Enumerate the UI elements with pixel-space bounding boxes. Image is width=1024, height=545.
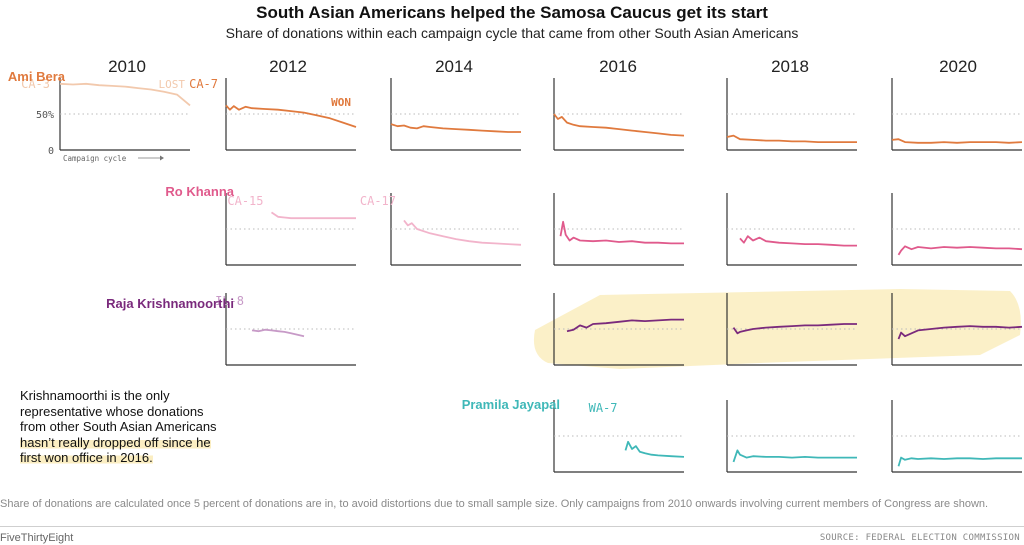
- panel-raja-krishnamoorthi-2018: [726, 293, 857, 366]
- y-tick-label-0: 0: [48, 146, 54, 157]
- series-line-ami-bera-2016: [553, 113, 685, 137]
- series-line-raja-krishnamoorthi-2012: [251, 328, 305, 338]
- series-line-ami-bera-2012: [225, 104, 357, 128]
- series-line-raja-krishnamoorthi-2018: [732, 323, 857, 335]
- rep-name-pramila-jayapal: Pramila Jayapal: [462, 397, 560, 412]
- footer-divider: [0, 526, 1024, 527]
- district-label-ca-17: CA-17: [360, 194, 396, 208]
- result-label-lost: LOST: [159, 78, 186, 91]
- district-label-il-8: IL-8: [215, 294, 244, 308]
- cycle-label-2010: 2010: [108, 57, 146, 76]
- annotation-line-3: from other South Asian Americans: [20, 419, 217, 434]
- district-label-ca-15: CA-15: [227, 194, 263, 208]
- rep-name-raja-krishnamoorthi: Raja Krishnamoorthi: [106, 296, 234, 311]
- annotation-line-1: Krishnamoorthi is the only: [20, 388, 170, 403]
- panel-ro-khanna-2020: [891, 193, 1023, 266]
- result-label-won: WON: [331, 96, 351, 109]
- annotation-line-2: representative whose donations: [20, 403, 204, 419]
- panel-ro-khanna-2018: [726, 193, 857, 266]
- series-line-raja-krishnamoorthi-2020: [897, 325, 1023, 340]
- series-line-ami-bera-2018: [726, 134, 857, 144]
- panel-ro-khanna-2016: [553, 193, 684, 266]
- cycle-label-2018: 2018: [771, 57, 809, 76]
- series-line-ro-khanna-2020: [897, 245, 1023, 256]
- source-label: SOURCE: FEDERAL ELECTION COMMISSION: [819, 533, 1020, 543]
- cycle-label-2014: 2014: [435, 57, 473, 76]
- panel-ro-khanna-2014: [390, 193, 522, 266]
- panel-ami-bera-2010: [59, 78, 191, 151]
- series-line-ro-khanna-2012: [270, 211, 356, 220]
- rep-name-ro-khanna: Ro Khanna: [165, 184, 234, 199]
- series-line-pramila-jayapal-2018: [732, 449, 857, 463]
- series-line-raja-krishnamoorthi-2016: [566, 318, 684, 333]
- annotation: Krishnamoorthi is the only representativ…: [20, 388, 280, 466]
- x-axis-arrow-head: [160, 155, 164, 161]
- series-line-ami-bera-2010: [59, 82, 191, 107]
- panel-pramila-jayapal-2016: [553, 400, 685, 473]
- y-tick-label-50: 50%: [36, 110, 54, 121]
- series-line-ami-bera-2014: [390, 123, 521, 133]
- panel-raja-krishnamoorthi-2012: [225, 293, 356, 366]
- chart-title: South Asian Americans helped the Samosa …: [256, 3, 768, 22]
- series-line-ro-khanna-2016: [559, 220, 684, 245]
- series-line-ro-khanna-2014: [403, 219, 522, 246]
- panel-ami-bera-2020: [891, 78, 1023, 151]
- panel-ami-bera-2014: [390, 78, 521, 151]
- panel-ami-bera-2016: [553, 78, 685, 151]
- chart-subtitle: Share of donations within each campaign …: [225, 25, 799, 41]
- panel-layer: [59, 78, 1023, 473]
- annotation-line-4: hasn’t really dropped off since he: [20, 434, 211, 450]
- panel-ami-bera-2012: [225, 78, 357, 151]
- panel-ro-khanna-2012: [225, 193, 356, 266]
- district-label-wa-7: WA-7: [589, 401, 618, 415]
- panel-pramila-jayapal-2018: [726, 400, 857, 473]
- series-line-pramila-jayapal-2020: [897, 456, 1022, 467]
- brand-label: FiveThirtyEight: [0, 532, 74, 544]
- panel-raja-krishnamoorthi-2016: [553, 293, 684, 366]
- panel-ami-bera-2018: [726, 78, 857, 151]
- rep-name-ami-bera: Ami Bera: [8, 69, 66, 84]
- cycle-label-2016: 2016: [599, 57, 637, 76]
- annotation-line-5: first won office in 2016.: [20, 450, 153, 465]
- cycle-label-2012: 2012: [269, 57, 307, 76]
- series-line-pramila-jayapal-2016: [624, 440, 685, 458]
- cycle-label-2020: 2020: [939, 57, 977, 76]
- district-label-ca-7: CA-7: [189, 77, 218, 91]
- series-line-ro-khanna-2018: [739, 235, 857, 247]
- series-line-ami-bera-2020: [891, 138, 1023, 144]
- district-label-ca-3: CA-3: [21, 77, 50, 91]
- footnote: Share of donations are calculated once 5…: [0, 498, 989, 510]
- panel-raja-krishnamoorthi-2020: [891, 293, 1023, 366]
- x-axis-label: Campaign cycle: [63, 154, 127, 163]
- panel-pramila-jayapal-2020: [891, 400, 1022, 473]
- label-layer: CA-3 LOST CA-7 WON CA-15 CA-17 IL-8 WA-7 Ami Ber…: [8, 69, 618, 415]
